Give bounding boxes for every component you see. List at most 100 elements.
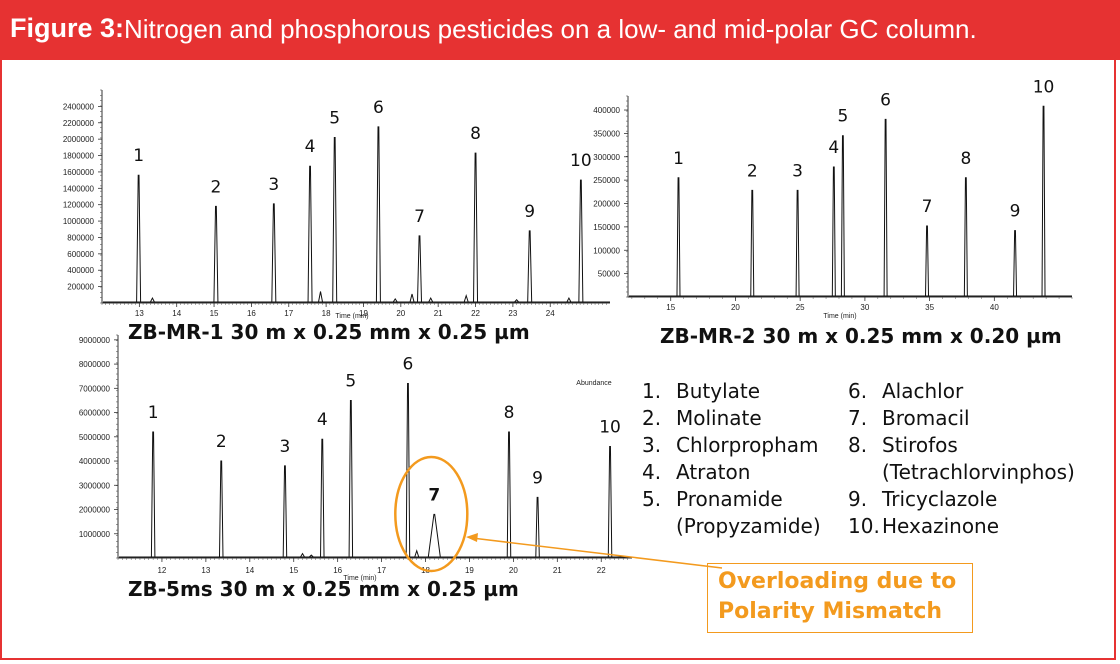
minor-peak [300,552,305,558]
legend-item-8: 8. Stirofos [848,432,958,459]
peak-10 [607,446,613,558]
peak-4 [831,166,836,297]
peak-4 [307,165,313,303]
x-tick-label: 14 [172,309,181,318]
y-tick-label: 800000 [67,233,94,242]
y-tick-label: 8000000 [79,360,111,369]
peak-label-3: 3 [792,161,803,181]
peak-2 [213,205,219,303]
peak-9 [535,496,540,558]
legend-number: 9. [848,487,868,511]
x-tick-label: 21 [553,566,562,575]
chart-title: ZB-MR-2 30 m x 0.25 mm x 0.20 µm [660,324,1062,348]
legend-name: Molinate [676,406,762,430]
x-axis-label: Time (min) [335,313,368,320]
y-tick-label: 9000000 [79,336,111,345]
peak-3 [282,465,288,558]
peak-10 [1041,105,1046,297]
peak-8 [506,431,512,558]
legend-item-4: 4. Atraton [642,459,750,486]
x-tick-label: 30 [860,303,869,312]
legend-item-6: 6. Alachlor [848,378,963,405]
peak-4 [320,438,325,558]
legend-name: Tricyclazole [882,487,998,511]
peak-label-8: 8 [504,403,515,423]
minor-peak [463,293,469,303]
peak-6 [883,118,888,297]
peak-6 [375,126,381,303]
legend-item-2: 2. Molinate [642,405,762,432]
legend-number: 6. [848,379,868,403]
peak-label-5: 5 [329,109,340,129]
x-tick-label: 12 [157,566,166,575]
minor-peak [414,549,420,558]
overload-highlight-ellipse [394,455,469,573]
peak-10 [578,179,584,303]
peak-label-7: 7 [414,207,425,227]
peak-1 [150,431,156,558]
peak-label-5: 5 [345,371,356,391]
peak-label-6: 6 [880,90,891,110]
y-tick-label: 4000000 [79,457,111,466]
y-tick-label: 2000000 [79,506,111,515]
y-tick-label: 1000000 [79,530,111,539]
peak-9 [527,230,533,303]
legend-number: 3. [642,433,662,457]
peak-1 [676,177,681,297]
legend-name: Stirofos [882,433,958,457]
peak-3 [795,189,800,297]
x-tick-label: 14 [245,566,254,575]
legend-name: Pronamide [676,487,783,511]
peak-label-9: 9 [532,468,543,488]
x-tick-label: 22 [597,566,606,575]
peak-label-10: 10 [599,418,621,438]
peak-8 [473,152,479,303]
x-tick-label: 17 [284,309,293,318]
peak-label-1: 1 [133,146,144,166]
y-tick-label: 1000000 [63,217,95,226]
y-tick-label: 1400000 [63,184,95,193]
legend-number: 1. [642,379,662,403]
legend-name: Alachlor [882,379,964,403]
peak-label-4: 4 [317,410,328,430]
chart-1: 2000004000006000008000001000000120000014… [63,89,610,344]
y-tick-label: 50000 [598,270,621,279]
minor-peak [514,298,519,303]
peak-8 [963,177,968,297]
y-tick-label: 100000 [593,246,620,255]
axis-lines [101,90,610,304]
x-tick-label: 13 [201,566,210,575]
peak-5 [348,399,354,558]
y-tick-label: 2000000 [63,135,95,144]
legend-item-1: 1. Butylate [642,378,760,405]
x-tick-label: 25 [796,303,805,312]
peak-1 [136,174,142,303]
peak-label-3: 3 [268,175,279,195]
legend-number: 7. [848,406,868,430]
peak-label-6: 6 [373,98,384,118]
y-tick-label: 200000 [67,283,94,292]
y-tick-label: 300000 [593,153,620,162]
y-tick-label: 200000 [593,200,620,209]
legend-item-5: 5. Pronamide [642,486,783,513]
figure-label: Figure 3: [10,13,125,43]
chart-2: 50000 100000 150000 200000 250000 300000 35000… [593,77,1073,348]
x-tick-label: 20 [396,309,405,318]
y-tick-label: 7000000 [79,384,111,393]
legend-item-9: 9. Tricyclazole [848,486,997,513]
figure-caption: Nitrogen and phosphorous pesticides on a… [124,14,977,44]
peak-label-10: 10 [1033,77,1055,97]
overloading-callout: Overloading due to Polarity Mismatch [707,563,973,633]
peak-7 [925,225,930,297]
peak-label-10: 10 [570,151,592,171]
legend-name: Hexazinone [882,514,1000,538]
minor-peak [308,554,314,558]
legend-number: 8. [848,433,868,457]
x-tick-label: 21 [434,309,443,318]
y-tick-label: 3000000 [79,481,111,490]
peak-label-4: 4 [828,138,839,158]
peak-label-5: 5 [837,107,848,127]
figure-header: Figure 3: Nitrogen and phosphorous pesti… [0,0,1120,60]
x-tick-label: 19 [465,566,474,575]
